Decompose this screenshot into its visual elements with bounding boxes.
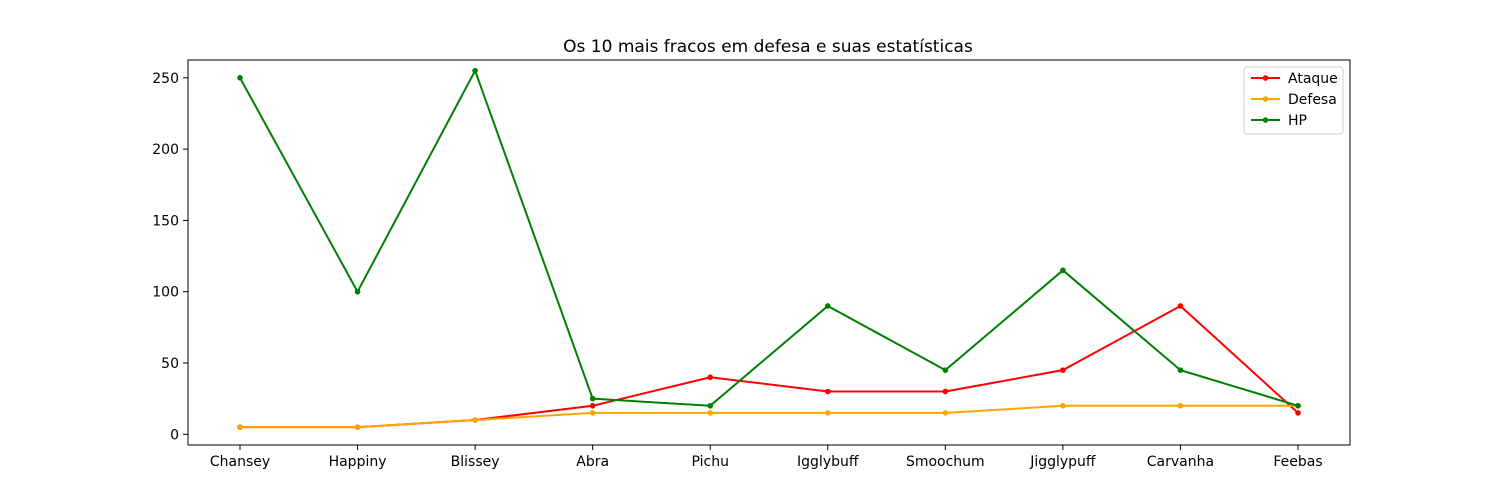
legend-label-hp: HP <box>1288 113 1307 129</box>
x-axis: Chansey Happiny Blissey Abra Pichu Igglybuff S… <box>210 445 1323 470</box>
legend: Ataque Defesa HP <box>1243 66 1344 135</box>
legend-marker-ataque <box>1262 75 1269 81</box>
data-point-ataque-smoochum <box>942 388 949 395</box>
series-line-hp <box>239 69 1299 407</box>
x-tick-label-abra: Abra <box>576 454 609 470</box>
data-point-ataque-igglybuff <box>824 388 831 395</box>
y-tick-label-100: 100 <box>152 285 179 301</box>
data-point-hp-carvanha <box>1177 367 1184 373</box>
data-point-hp-jigglypuff <box>1060 267 1066 274</box>
data-point-ataque-abra <box>589 402 596 409</box>
data-point-defesa-blissey <box>472 417 478 423</box>
data-point-hp-abra <box>589 395 596 402</box>
legend-item-defesa: Defesa <box>1251 92 1337 108</box>
series-line-defesa <box>240 404 1298 429</box>
y-axis: 0 50 100 150 200 250 <box>152 71 188 443</box>
data-point-defesa-igglybuff <box>824 410 831 416</box>
y-tick-label-200: 200 <box>152 142 179 158</box>
data-point-hp-igglybuff <box>824 303 831 309</box>
data-point-defesa-chansey <box>237 424 243 430</box>
data-point-hp-pichu <box>707 402 714 409</box>
data-point-ataque-jigglypuff <box>1060 367 1066 373</box>
data-point-hp-feebas <box>1295 402 1301 409</box>
legend-marker-defesa <box>1262 96 1269 102</box>
legend-label-ataque: Ataque <box>1288 71 1338 87</box>
x-tick-label-chansey: Chansey <box>210 454 270 470</box>
x-tick-label-smoochum: Smoochum <box>906 454 985 470</box>
series-defesa <box>237 402 1301 430</box>
y-tick-label-250: 250 <box>152 71 179 87</box>
data-point-ataque-feebas <box>1295 410 1301 416</box>
x-tick-label-pichu: Pichu <box>691 454 728 470</box>
data-point-hp-chansey <box>237 75 243 81</box>
data-point-hp-happiny <box>354 288 361 295</box>
y-tick-label-50: 50 <box>161 356 179 372</box>
series-ataque <box>237 303 1301 430</box>
x-tick-label-happiny: Happiny <box>329 454 387 470</box>
series-line-ataque <box>240 304 1299 429</box>
y-tick-label-0: 0 <box>170 427 179 443</box>
plot-area <box>237 67 1301 430</box>
x-tick-label-feebas: Feebas <box>1273 454 1322 470</box>
legend-marker-hp <box>1262 117 1269 123</box>
data-point-defesa-pichu <box>707 410 714 416</box>
data-point-hp-blissey <box>472 67 478 74</box>
data-point-defesa-jigglypuff <box>1060 402 1066 409</box>
data-point-hp-smoochum <box>942 367 949 373</box>
x-tick-label-jigglypuff: Jigglypuff <box>1029 454 1096 470</box>
y-tick-label-150: 150 <box>152 213 179 229</box>
data-point-defesa-smoochum <box>942 410 949 416</box>
data-point-ataque-carvanha <box>1177 303 1184 309</box>
data-point-defesa-abra <box>589 410 596 416</box>
data-point-ataque-pichu <box>707 374 714 381</box>
legend-item-hp: HP <box>1251 113 1307 129</box>
series-hp <box>237 67 1301 409</box>
legend-label-defesa: Defesa <box>1288 92 1337 108</box>
x-tick-label-carvanha: Carvanha <box>1147 454 1214 470</box>
x-tick-label-igglybuff: Igglybuff <box>797 454 859 470</box>
legend-box <box>1243 66 1344 135</box>
data-point-defesa-carvanha <box>1177 402 1184 409</box>
legend-item-ataque: Ataque <box>1251 71 1338 87</box>
x-tick-label-blissey: Blissey <box>451 454 500 470</box>
data-point-defesa-happiny <box>354 424 361 430</box>
chart-title: Os 10 mais fracos em defesa e suas estat… <box>563 37 973 57</box>
plot-frame <box>187 59 1351 446</box>
